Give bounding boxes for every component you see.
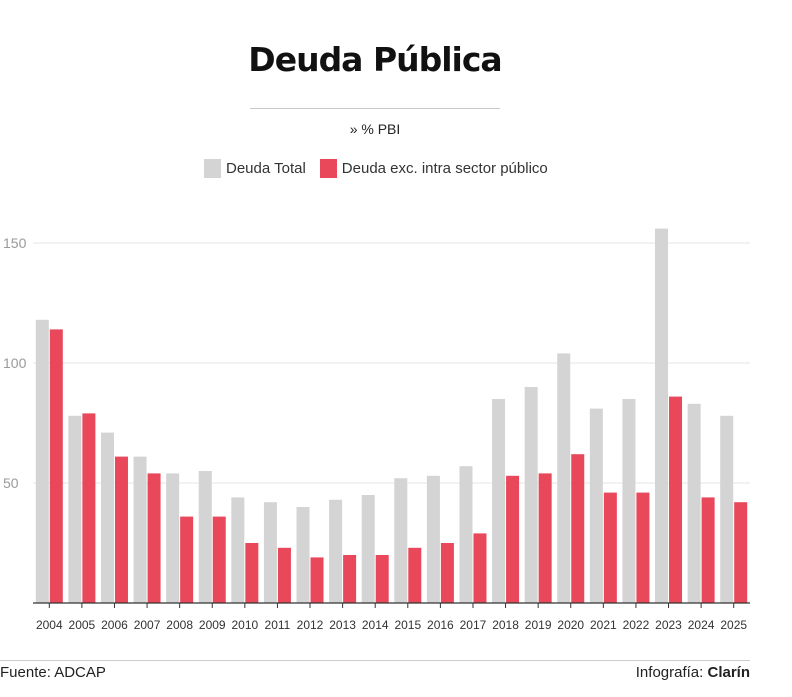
title-divider xyxy=(250,108,500,109)
bar-deuda-exc xyxy=(408,547,422,603)
x-tick-label: 2020 xyxy=(557,618,584,632)
x-tick-label: 2008 xyxy=(166,618,193,632)
legend-swatch-total xyxy=(204,158,221,178)
bar-deuda-exc xyxy=(49,329,63,603)
x-tick-label: 2023 xyxy=(655,618,682,632)
bar-deuda-exc xyxy=(734,502,748,603)
bar-deuda-exc xyxy=(669,396,683,603)
bar-deuda-total xyxy=(524,387,538,603)
bar-deuda-total xyxy=(720,415,734,603)
bar-deuda-total xyxy=(198,471,212,603)
x-tick-label: 2016 xyxy=(427,618,454,632)
x-tick-label: 2009 xyxy=(199,618,226,632)
bar-deuda-total xyxy=(426,475,440,603)
axes: 50 100 150 2004 2005 2006 2007 2008 2009 2010 2011… xyxy=(3,235,750,632)
bar-deuda-total xyxy=(231,497,245,603)
bar-deuda-exc xyxy=(147,473,161,603)
x-tick-label: 2021 xyxy=(590,618,617,632)
bars xyxy=(35,228,748,603)
bar-deuda-exc xyxy=(538,473,552,603)
bar-deuda-total xyxy=(35,319,49,603)
bar-deuda-total xyxy=(329,499,343,603)
bar-deuda-exc xyxy=(636,492,650,603)
legend-item-exc: Deuda exc. intra sector público xyxy=(319,158,548,178)
y-tick-label: 50 xyxy=(3,475,19,491)
grid-lines xyxy=(33,242,750,484)
bar-deuda-total xyxy=(68,415,82,603)
credit-label: Infografía: xyxy=(635,664,704,681)
bar-deuda-exc xyxy=(571,454,585,603)
bar-deuda-exc xyxy=(473,533,487,603)
x-tick-label: 2004 xyxy=(36,618,63,632)
bar-deuda-exc xyxy=(245,543,259,603)
bar-deuda-total xyxy=(100,432,114,603)
bar-deuda-exc xyxy=(375,555,389,603)
x-tick-label: 2007 xyxy=(134,618,161,632)
legend-swatch-exc xyxy=(319,158,337,178)
bar-deuda-total xyxy=(394,478,408,603)
bar-deuda-exc xyxy=(114,456,128,603)
footer-divider xyxy=(0,660,750,661)
bar-deuda-total xyxy=(655,228,669,603)
bar-deuda-total xyxy=(361,495,375,603)
bar-deuda-total xyxy=(589,408,603,603)
credit-note: Infografía: Clarín xyxy=(636,664,750,681)
bar-deuda-exc xyxy=(440,543,454,603)
x-tick-label: 2014 xyxy=(362,618,389,632)
bar-deuda-total xyxy=(622,399,636,603)
x-tick-label: 2018 xyxy=(492,618,519,632)
bar-deuda-exc xyxy=(701,497,715,603)
chart-legend: Deuda Total Deuda exc. intra sector públ… xyxy=(204,158,562,178)
bar-deuda-total xyxy=(687,403,701,603)
x-tick-label: 2025 xyxy=(720,618,747,632)
chart-subtitle: » % PBI xyxy=(349,121,401,137)
source-note: Fuente: ADCAP xyxy=(0,664,106,681)
x-tick-label: 2006 xyxy=(101,618,128,632)
bar-deuda-exc xyxy=(212,516,226,603)
bar-deuda-exc xyxy=(506,475,520,603)
bar-deuda-exc xyxy=(277,547,291,603)
legend-label-exc: Deuda exc. intra sector público xyxy=(341,159,548,177)
x-tick-label: 2012 xyxy=(297,618,324,632)
chart-title: Deuda Pública xyxy=(248,40,502,79)
bar-deuda-total xyxy=(557,353,571,603)
credit-brand: Clarín xyxy=(707,664,750,681)
x-tick-label: 2011 xyxy=(265,618,291,632)
x-tick-label: 2010 xyxy=(231,618,258,632)
bar-deuda-total xyxy=(459,466,473,603)
bar-deuda-exc xyxy=(603,492,617,603)
bar-deuda-total xyxy=(166,473,180,603)
x-tick-label: 2022 xyxy=(623,618,650,632)
legend-item-total: Deuda Total xyxy=(204,158,306,178)
bar-deuda-exc xyxy=(180,516,194,603)
x-tick-label: 2017 xyxy=(460,618,487,632)
bar-deuda-exc xyxy=(310,557,324,603)
legend-label-total: Deuda Total xyxy=(226,159,306,177)
bar-deuda-exc xyxy=(82,413,96,603)
y-tick-label: 100 xyxy=(3,355,27,371)
x-tick-label: 2005 xyxy=(69,618,96,632)
y-tick-label: 150 xyxy=(3,235,27,251)
bar-deuda-total xyxy=(492,399,506,603)
x-tick-label: 2024 xyxy=(688,618,715,632)
bar-deuda-total xyxy=(133,456,147,603)
x-tick-label: 2015 xyxy=(394,618,421,632)
x-tick-label: 2013 xyxy=(329,618,356,632)
bar-deuda-total xyxy=(296,507,310,603)
bar-deuda-exc xyxy=(343,555,357,603)
bar-deuda-total xyxy=(263,502,277,603)
x-tick-label: 2019 xyxy=(525,618,552,632)
